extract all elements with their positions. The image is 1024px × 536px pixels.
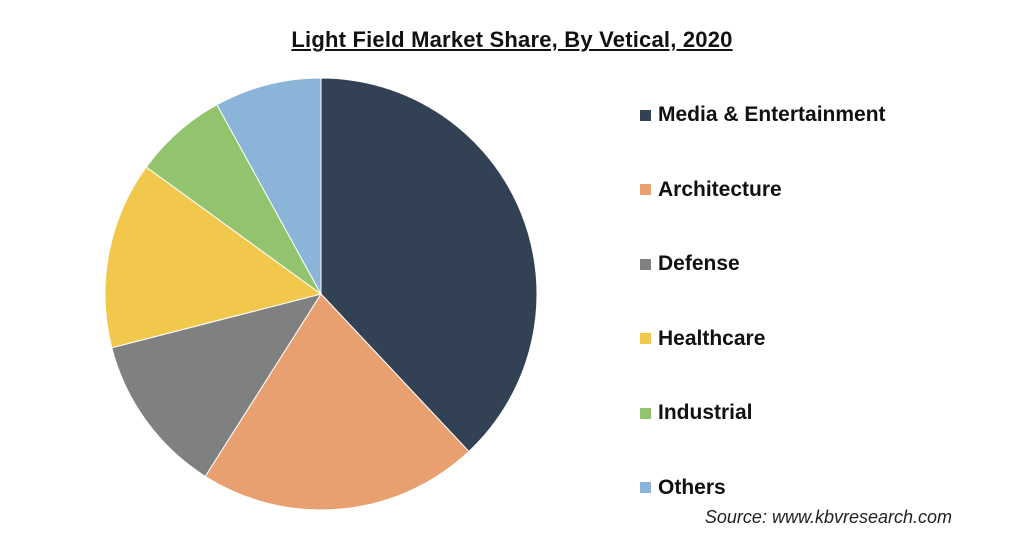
legend-swatch-defense — [640, 258, 651, 270]
legend-item-architecture: Architecture — [640, 175, 782, 205]
pie-slice-others — [216, 77, 322, 295]
chart-legend: Media & Entertainment Architecture Defense… — [640, 0, 1020, 536]
legend-swatch-architecture — [640, 184, 651, 195]
legend-swatch-others — [640, 482, 651, 493]
pie-slice-defense — [111, 293, 323, 478]
chart-title: Light Field Market Share, By Vetical, 20… — [291, 27, 733, 52]
pie-slice-architecture — [204, 293, 470, 511]
pie-slices — [104, 77, 538, 511]
pie-slice-media-and-entertainment — [320, 77, 538, 453]
pie-slice-healthcare — [104, 166, 323, 349]
legend-item-industrial: Industrial — [640, 398, 753, 428]
source-note: Source: www.kbvresearch.com — [704, 507, 952, 527]
legend-swatch-industrial — [640, 407, 651, 419]
legend-item-healthcare: Healthcare — [640, 324, 765, 354]
legend-item-media-and-entertainment: Media & Entertainment — [640, 100, 886, 130]
legend-item-defense: Defense — [640, 249, 740, 279]
legend-label-architecture: Architecture — [658, 177, 782, 201]
legend-label-defense: Defense — [658, 252, 740, 275]
legend-label-others: Others — [658, 475, 726, 499]
legend-label-industrial: Industrial — [658, 401, 753, 424]
legend-label-healthcare: Healthcare — [658, 326, 766, 350]
legend-swatch-media-and-entertainment — [640, 109, 651, 121]
legend-item-others: Others — [640, 473, 726, 503]
legend-swatch-healthcare — [640, 333, 651, 344]
legend-label-media-and-entertainment: Media & Entertainment — [658, 103, 886, 126]
